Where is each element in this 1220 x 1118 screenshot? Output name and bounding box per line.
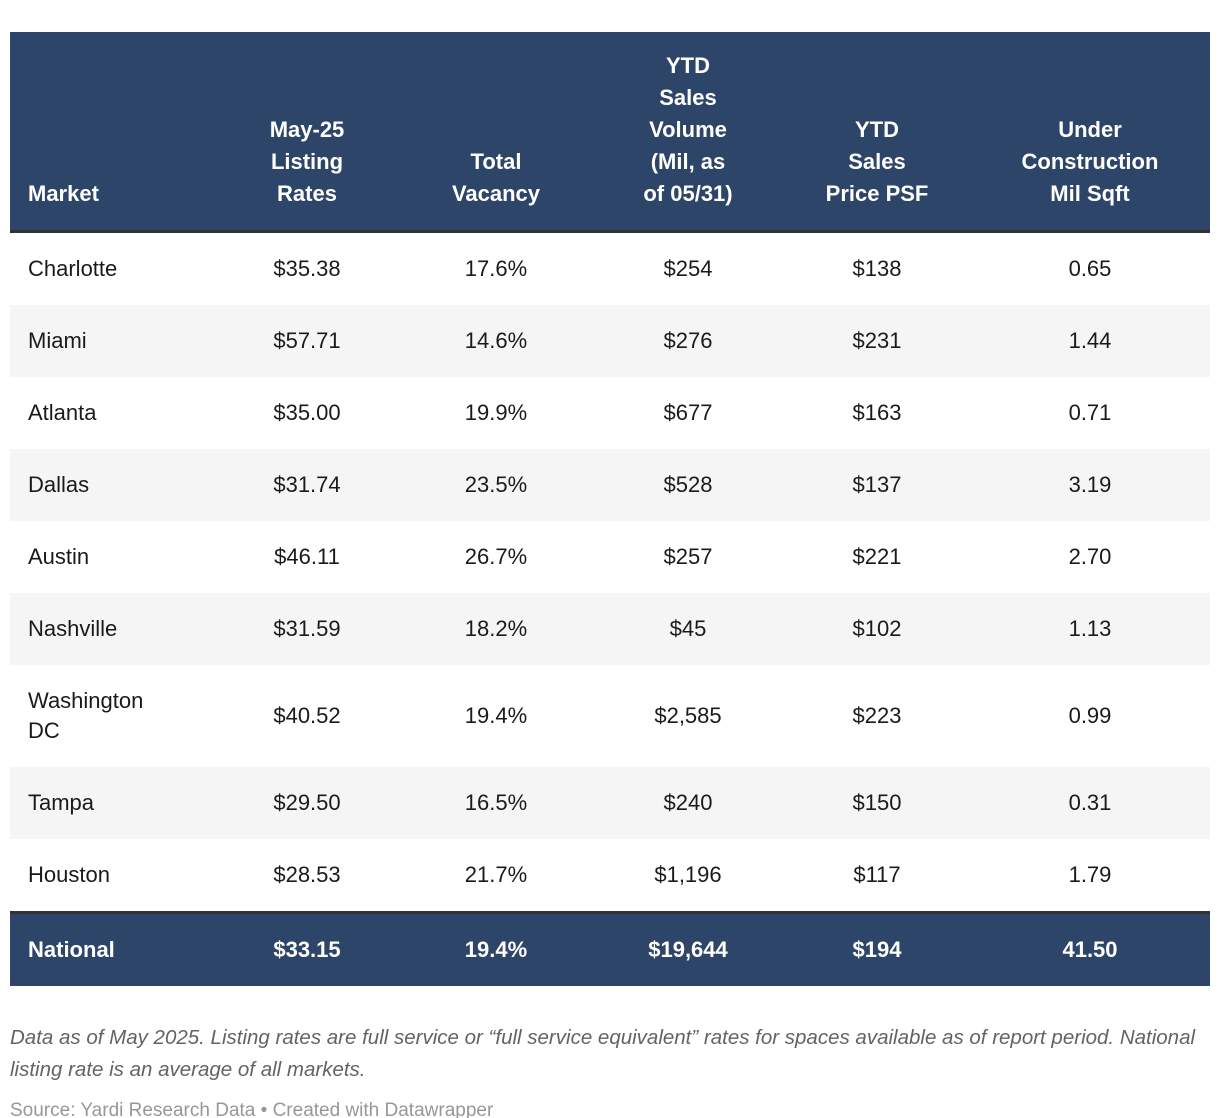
listing-rate-cell: $40.52 (273, 703, 341, 728)
sales-price-cell: $102 (852, 616, 902, 641)
market-cell: Austin (28, 544, 90, 569)
vacancy-cell: 21.7% (464, 862, 528, 887)
vacancy-cell: 19.4% (400, 911, 592, 986)
sales-volume-cell: $19,644 (592, 911, 784, 986)
market-cell: Dallas (28, 472, 90, 497)
sales-volume-cell: $1,196 (654, 862, 722, 887)
vacancy-cell: 14.6% (464, 328, 528, 353)
listing-rate-cell: $28.53 (273, 862, 341, 887)
sales-price-cell: $163 (852, 400, 902, 425)
vacancy-cell: 23.5% (464, 472, 528, 497)
column-header-listing-rates: May-25 Listing Rates (214, 32, 400, 233)
under-construction-cell: 1.79 (1068, 862, 1112, 887)
sales-price-cell: $117 (853, 862, 901, 887)
market-cell: Charlotte (28, 256, 118, 281)
under-construction-cell: 1.44 (1068, 328, 1112, 353)
table-row-washington-dc: Washington DC $40.52 19.4% $2,585 $223 0… (10, 665, 1210, 767)
market-cell: Houston (28, 862, 110, 887)
table-row-austin: Austin $46.11 26.7% $257 $221 2.70 (10, 521, 1210, 593)
market-data-table: Market May-25 Listing Rates Total Vacanc… (10, 32, 1210, 986)
table-row-miami: Miami $57.71 14.6% $276 $231 1.44 (10, 305, 1210, 377)
market-cell: National (10, 911, 214, 986)
under-construction-cell: 41.50 (970, 911, 1210, 986)
column-header-market: Market (10, 32, 214, 233)
market-cell: Nashville (28, 616, 118, 641)
listing-rate-cell: $31.74 (273, 472, 341, 497)
table-row-atlanta: Atlanta $35.00 19.9% $677 $163 0.71 (10, 377, 1210, 449)
sales-volume-cell: $45 (669, 616, 707, 641)
table-row-nashville: Nashville $31.59 18.2% $45 $102 1.13 (10, 593, 1210, 665)
sales-volume-cell: $254 (663, 256, 713, 281)
sales-price-cell: $150 (852, 790, 902, 815)
column-header-total-vacancy: Total Vacancy (400, 32, 592, 233)
sales-price-cell: $223 (852, 703, 902, 728)
vacancy-cell: 16.5% (464, 790, 528, 815)
sales-volume-cell: $2,585 (654, 703, 722, 728)
sales-volume-cell: $528 (663, 472, 713, 497)
sales-price-cell: $138 (852, 256, 902, 281)
table-row-tampa: Tampa $29.50 16.5% $240 $150 0.31 (10, 767, 1210, 839)
market-cell: Tampa (28, 790, 95, 815)
listing-rate-cell: $33.15 (214, 911, 400, 986)
vacancy-cell: 26.7% (464, 544, 528, 569)
sales-volume-cell: $257 (663, 544, 713, 569)
vacancy-cell: 17.6% (464, 256, 528, 281)
sales-price-cell: $137 (852, 472, 902, 497)
sales-volume-cell: $240 (663, 790, 713, 815)
column-header-sales-price: YTD Sales Price PSF (784, 32, 970, 233)
listing-rate-cell: $29.50 (273, 790, 341, 815)
table-header: Market May-25 Listing Rates Total Vacanc… (10, 32, 1210, 233)
table-body: Charlotte $35.38 17.6% $254 $138 0.65 Mi… (10, 232, 1210, 986)
under-construction-cell: 0.65 (1068, 256, 1112, 281)
market-cell: Miami (28, 328, 87, 353)
table-row-houston: Houston $28.53 21.7% $1,196 $117 1.79 (10, 839, 1210, 913)
table-row-national: National $33.15 19.4% $19,644 $194 41.50 (10, 911, 1210, 986)
vacancy-cell: 19.4% (464, 703, 528, 728)
under-construction-cell: 0.99 (1068, 703, 1112, 728)
sales-volume-cell: $677 (663, 400, 713, 425)
market-cell: Atlanta (28, 400, 97, 425)
market-cell: Washington DC (28, 688, 144, 743)
listing-rate-cell: $31.59 (273, 616, 341, 641)
sales-price-cell: $194 (784, 911, 970, 986)
column-header-under-construction: Under Construction Mil Sqft (970, 32, 1210, 233)
table-row-dallas: Dallas $31.74 23.5% $528 $137 3.19 (10, 449, 1210, 521)
sales-price-cell: $221 (852, 544, 902, 569)
under-construction-cell: 3.19 (1068, 472, 1112, 497)
vacancy-cell: 18.2% (464, 616, 528, 641)
under-construction-cell: 0.71 (1068, 400, 1112, 425)
under-construction-cell: 2.70 (1068, 544, 1112, 569)
under-construction-cell: 0.31 (1068, 790, 1112, 815)
under-construction-cell: 1.13 (1068, 616, 1112, 641)
listing-rate-cell: $35.00 (273, 400, 341, 425)
vacancy-cell: 19.9% (464, 400, 528, 425)
column-header-sales-volume: YTD Sales Volume (Mil, as of 05/31) (592, 32, 784, 233)
listing-rate-cell: $35.38 (273, 256, 341, 281)
sales-price-cell: $231 (852, 328, 902, 353)
table-row-charlotte: Charlotte $35.38 17.6% $254 $138 0.65 (10, 232, 1210, 306)
sales-volume-cell: $276 (663, 328, 713, 353)
footnote: Data as of May 2025. Listing rates are f… (10, 1026, 1196, 1081)
listing-rate-cell: $57.71 (273, 328, 341, 353)
listing-rate-cell: $46.11 (274, 544, 340, 569)
source-attribution: Source: Yardi Research Data • Created wi… (10, 1100, 494, 1118)
table-header-row: Market May-25 Listing Rates Total Vacanc… (10, 32, 1210, 233)
